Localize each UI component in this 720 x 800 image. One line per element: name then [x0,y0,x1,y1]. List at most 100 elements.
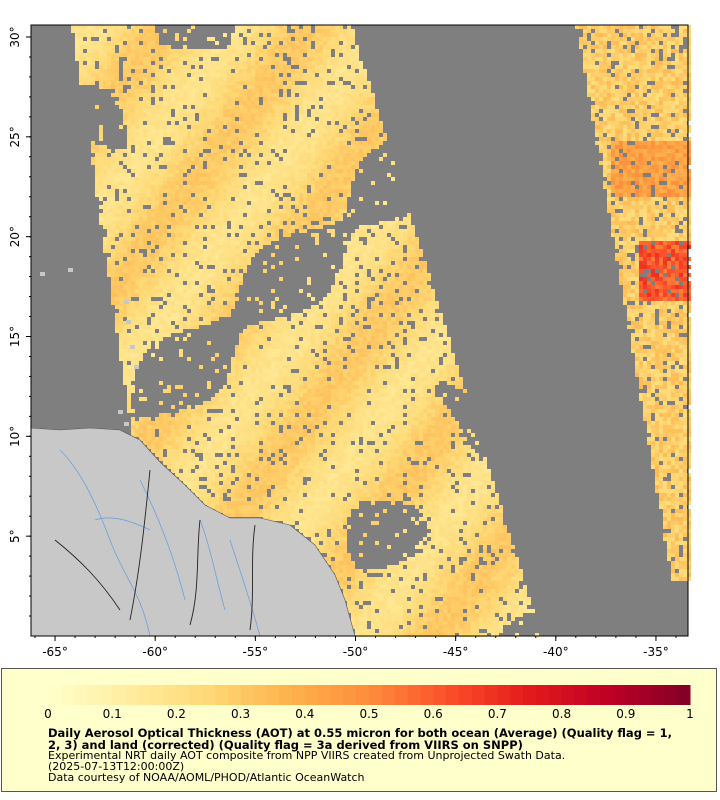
aot-pixel [167,249,171,253]
aot-pixel [371,133,375,137]
aot-pixel [223,185,227,189]
aot-pixel [151,265,155,269]
aot-pixel [259,169,263,173]
aot-pixel [683,125,687,129]
aot-pixel [407,213,411,217]
aot-pixel [595,41,599,45]
aot-pixel [291,165,295,169]
aot-pixel [235,217,239,221]
aot-pixel [359,261,363,265]
aot-pixel [251,85,255,89]
aot-pixel [311,81,315,85]
aot-pixel [163,257,167,261]
aot-pixel [219,273,223,277]
aot-pixel [579,45,583,49]
aot-pixel [191,125,195,129]
aot-pixel [631,73,635,77]
aot-pixel [643,113,647,117]
aot-pixel [355,57,359,61]
aot-pixel [623,185,627,189]
aot-pixel [359,169,363,173]
aot-pixel [255,129,259,133]
aot-pixel [267,149,271,153]
aot-pixel [631,69,635,73]
aot-pixel [279,113,283,117]
aot-pixel [255,125,259,129]
aot-pixel [251,37,255,41]
aot-pixel [251,57,255,61]
aot-pixel [251,117,255,121]
aot-pixel [587,81,591,85]
aot-pixel [99,45,103,49]
aot-pixel [299,129,303,133]
aot-pixel [99,181,103,185]
aot-pixel [599,65,603,69]
aot-pixel [395,225,399,229]
aot-pixel [111,61,115,65]
aot-pixel [639,69,643,73]
aot-pixel [643,89,647,93]
aot-pixel [179,157,183,161]
aot-pixel [99,25,103,29]
aot-pixel [667,145,671,149]
aot-pixel [419,261,423,265]
aot-pixel [675,245,679,249]
aot-pixel [119,197,123,201]
aot-pixel [251,101,255,105]
aot-pixel [195,89,199,93]
aot-pixel [647,93,651,97]
aot-pixel [271,33,275,37]
aot-pixel [655,197,659,201]
aot-pixel [675,233,679,237]
aot-pixel [419,253,423,257]
aot-pixel [147,25,151,29]
aot-pixel [343,161,347,165]
aot-pixel [671,97,675,101]
aot-pixel [635,141,639,145]
aot-pixel [391,257,395,261]
aot-pixel [123,197,127,201]
aot-pixel [175,253,179,257]
aot-pixel [343,177,347,181]
aot-pixel [155,229,159,233]
aot-pixel [187,237,191,241]
aot-pixel [291,201,295,205]
aot-pixel [659,73,663,77]
aot-pixel [267,213,271,217]
aot-pixel [147,137,151,141]
aot-pixel [667,201,671,205]
aot-pixel [191,213,195,217]
aot-pixel [191,221,195,225]
aot-pixel [119,81,123,85]
aot-pixel [263,109,267,113]
aot-pixel [687,137,691,141]
aot-pixel [319,153,323,157]
aot-pixel [635,209,639,213]
aot-pixel [271,97,275,101]
aot-pixel [123,105,127,109]
aot-pixel [339,29,343,33]
aot-pixel [671,165,675,169]
aot-pixel [91,57,95,61]
aot-pixel [183,217,187,221]
aot-pixel [235,145,239,149]
aot-pixel [275,33,279,37]
aot-pixel [263,225,267,229]
aot-pixel [643,205,647,209]
aot-pixel [639,109,643,113]
aot-pixel [207,57,211,61]
aot-pixel [183,109,187,113]
aot-pixel [179,233,183,237]
aot-pixel [627,113,631,117]
aot-pixel [639,65,643,69]
aot-pixel [295,61,299,65]
aot-pixel [251,245,255,249]
aot-pixel [203,177,207,181]
aot-pixel [223,85,227,89]
aot-pixel [259,117,263,121]
aot-pixel [211,77,215,81]
aot-pixel [231,245,235,249]
aot-pixel [615,53,619,57]
aot-pixel [107,165,111,169]
aot-pixel [179,181,183,185]
